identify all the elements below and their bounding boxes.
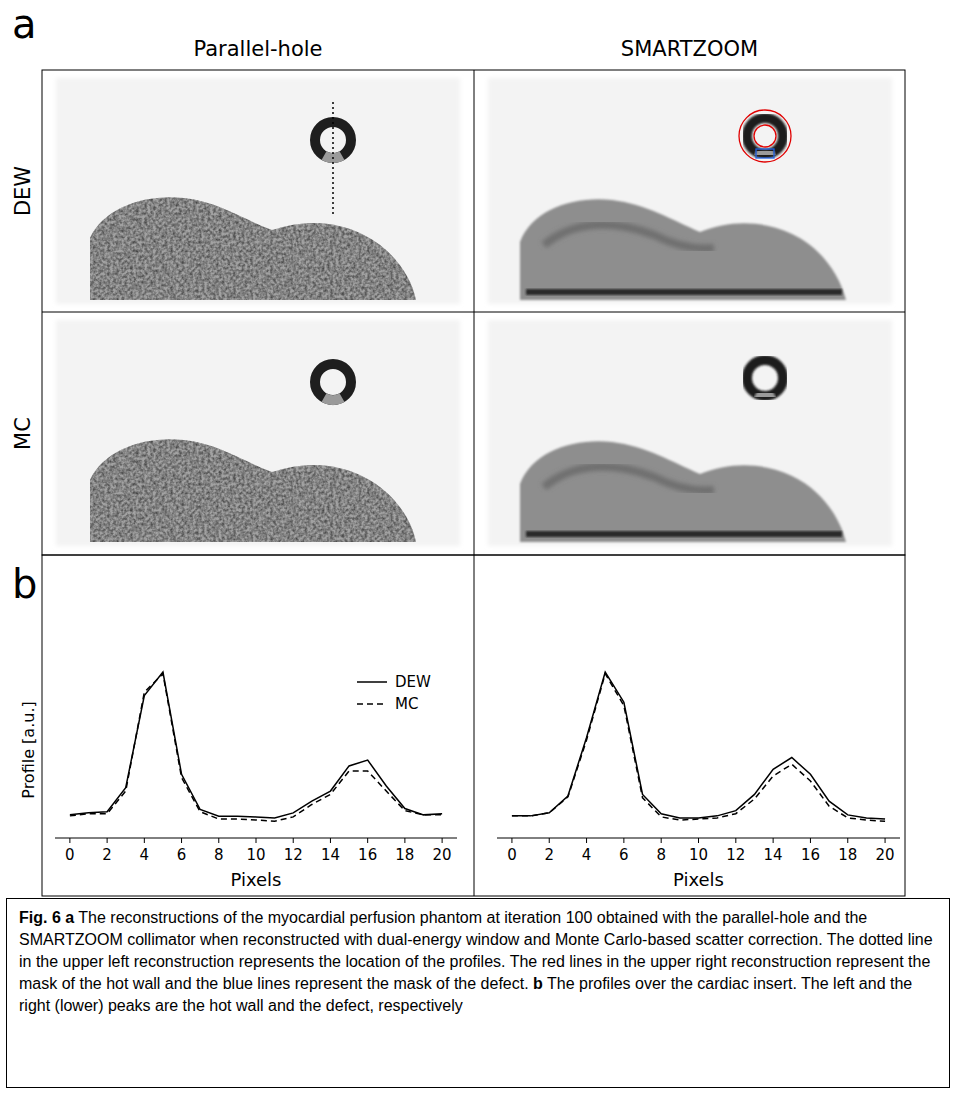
phantom-background [488, 320, 892, 546]
x-tick-label: 0 [507, 846, 517, 864]
legend-swatch [357, 681, 387, 683]
x-tick [330, 838, 331, 843]
caption-letter: a [65, 909, 74, 926]
x-tick-label: 14 [764, 846, 783, 864]
x-tick-label: 2 [102, 846, 112, 864]
x-tick-label: 10 [246, 846, 265, 864]
x-tick [735, 838, 736, 843]
row-label: DEW [11, 166, 35, 216]
blob-shade [544, 467, 714, 491]
x-tick [293, 838, 294, 843]
x-tick-label: 16 [358, 846, 377, 864]
x-tick-label: 12 [284, 846, 303, 864]
x-tick-label: 4 [582, 846, 592, 864]
x-tick [442, 838, 443, 843]
reconstruction [56, 320, 460, 546]
x-tick-label: 16 [801, 846, 820, 864]
liver-blob [520, 441, 846, 542]
x-axis-title: Pixels [673, 869, 724, 890]
profile-series [70, 672, 442, 818]
x-tick-label: 6 [177, 846, 187, 864]
figure: a Parallel-hole SMARTZOOM DEW MC b 0 2 4 6 8 10 12 14… [0, 0, 955, 898]
reconstruction [488, 320, 892, 546]
x-tick-label: 10 [689, 846, 708, 864]
x-tick-label: 20 [433, 846, 452, 864]
x-tick [549, 838, 550, 843]
legend-label: DEW [395, 673, 431, 691]
x-tick [181, 838, 182, 843]
x-tick [107, 838, 108, 843]
phantom-background [56, 78, 460, 304]
y-axis-title: Profile [a.u.] [19, 701, 38, 798]
x-tick-label: 0 [65, 846, 75, 864]
x-tick [698, 838, 699, 843]
x-tick-label: 2 [544, 846, 554, 864]
legend-swatch [357, 703, 387, 705]
blob-noise [90, 439, 416, 542]
reconstruction [56, 78, 460, 304]
x-tick [661, 838, 662, 843]
x-tick [810, 838, 811, 843]
x-tick [367, 838, 368, 843]
panel-frame [42, 555, 905, 896]
x-tick [586, 838, 587, 843]
profile-series [512, 674, 885, 822]
lines [70, 672, 442, 821]
profile-series [70, 674, 442, 822]
column-header: SMARTZOOM [621, 37, 758, 61]
caption-letter: b [533, 975, 543, 992]
column-header: Parallel-hole [193, 37, 322, 61]
x-axis-title: Pixels [230, 869, 281, 890]
x-tick-label: 6 [619, 846, 629, 864]
blob-shade [544, 225, 714, 249]
x-tick-label: 18 [838, 846, 857, 864]
caption: Fig. 6 a The reconstructions of the myoc… [6, 898, 950, 1088]
panel-letter: a [12, 1, 37, 47]
defect [756, 152, 774, 154]
blob-edge [526, 289, 842, 295]
x-tick-label: 12 [726, 846, 745, 864]
hot-wall-mask [754, 125, 776, 147]
divider [42, 312, 905, 313]
divider [474, 555, 475, 896]
x-tick-label: 18 [395, 846, 414, 864]
x-tick-label: 8 [656, 846, 666, 864]
caption-label: Fig. 6 [19, 909, 61, 926]
myocardium-ring [315, 364, 351, 400]
liver-blob [520, 199, 846, 300]
x-tick [773, 838, 774, 843]
profile-line [332, 102, 334, 216]
row-label: MC [11, 417, 35, 450]
x-tick [623, 838, 624, 843]
defect [324, 398, 342, 400]
x-tick-label: 20 [876, 846, 895, 864]
blob-edge [526, 531, 842, 537]
x-tick [885, 838, 886, 843]
phantom-background [488, 78, 892, 304]
blob-noise [90, 197, 416, 300]
x-tick [69, 838, 70, 843]
panel-frame [42, 70, 905, 555]
phantom-background [56, 320, 460, 546]
panel-letter: b [12, 561, 37, 607]
x-tick-label: 8 [214, 846, 224, 864]
x-tick-label: 4 [140, 846, 150, 864]
reconstruction [488, 78, 892, 304]
lines [512, 672, 885, 821]
x-tick [144, 838, 145, 843]
hot-wall-mask [739, 110, 791, 162]
x-tick [256, 838, 257, 843]
x-tick [847, 838, 848, 843]
legend-label: MC [395, 695, 418, 713]
defect [756, 394, 774, 396]
x-tick-label: 14 [321, 846, 340, 864]
myocardium-ring [747, 360, 783, 396]
x-tick [404, 838, 405, 843]
x-tick [511, 838, 512, 843]
liver-blob [90, 439, 416, 542]
x-tick [218, 838, 219, 843]
defect-mask [756, 149, 774, 158]
liver-blob [90, 197, 416, 300]
